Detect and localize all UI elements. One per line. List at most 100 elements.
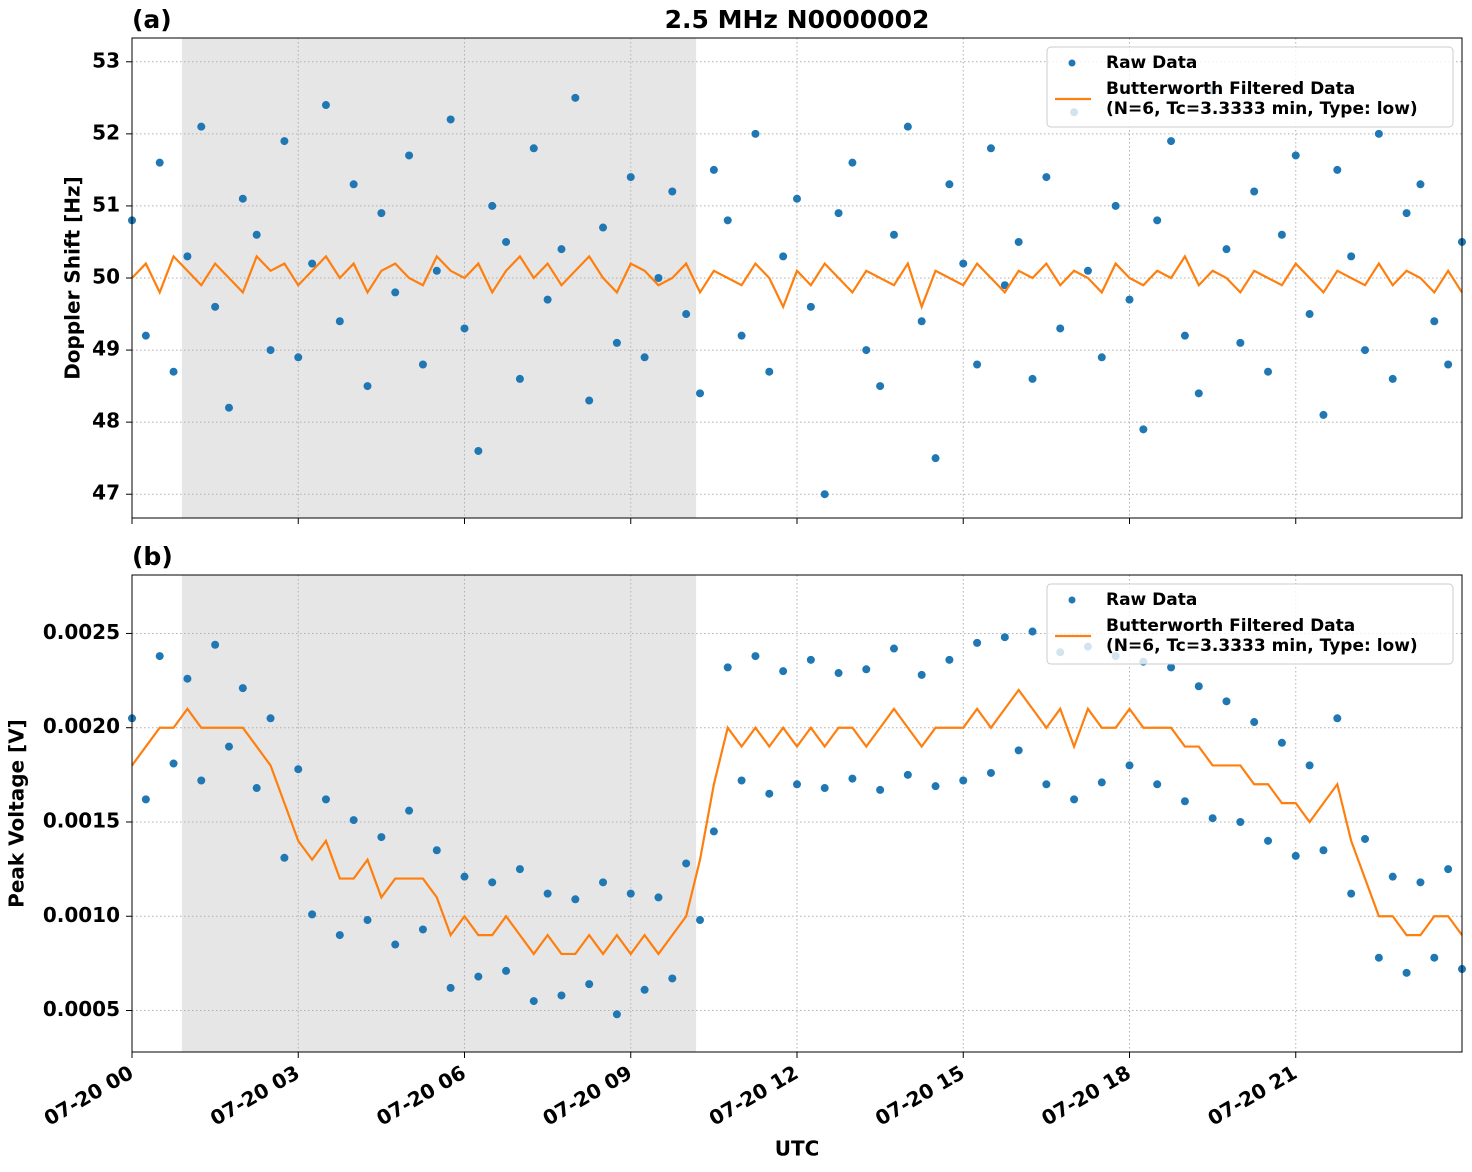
raw-point	[252, 230, 261, 239]
raw-point	[1347, 252, 1356, 261]
raw-point	[1222, 697, 1231, 706]
raw-point	[806, 655, 815, 664]
raw-point	[1208, 814, 1217, 823]
raw-point	[169, 759, 178, 768]
raw-point	[945, 655, 954, 664]
raw-point	[211, 640, 220, 649]
raw-point	[793, 780, 801, 789]
raw-point	[1264, 836, 1273, 845]
raw-point	[252, 784, 261, 793]
raw-point	[1125, 295, 1134, 304]
legend-label: Butterworth Filtered Data (N=6, Tc=3.3333…	[1106, 616, 1418, 656]
y-tick-label: 48	[92, 409, 120, 433]
raw-point	[765, 789, 774, 798]
raw-point	[779, 252, 788, 261]
raw-point	[820, 490, 829, 499]
raw-point	[848, 774, 857, 783]
raw-point	[1347, 889, 1356, 898]
raw-point	[1277, 230, 1286, 239]
raw-point	[668, 187, 677, 196]
raw-point	[876, 382, 885, 391]
raw-point	[169, 367, 178, 376]
raw-point	[543, 295, 552, 304]
y-tick-label: 0.0020	[43, 714, 120, 738]
filtered-line	[131, 254, 1463, 311]
raw-point	[1444, 865, 1453, 874]
raw-point	[197, 776, 206, 785]
raw-point	[280, 853, 289, 862]
raw-point	[751, 652, 760, 661]
raw-point	[377, 209, 386, 218]
raw-point	[1250, 718, 1259, 727]
raw-point	[1097, 353, 1106, 362]
raw-point	[1430, 953, 1439, 962]
raw-point	[1139, 425, 1148, 434]
raw-point	[973, 360, 982, 369]
raw-point	[848, 158, 857, 167]
raw-point	[1153, 216, 1162, 225]
raw-point	[1180, 331, 1189, 340]
raw-point	[155, 158, 164, 167]
raw-point	[308, 910, 317, 919]
raw-point	[1416, 180, 1425, 189]
raw-point	[1236, 817, 1245, 826]
raw-point	[1305, 761, 1314, 770]
y-tick-label: 49	[92, 337, 120, 361]
raw-point	[543, 889, 552, 898]
raw-point	[515, 374, 524, 383]
x-tick-label: 07-20 15	[871, 1060, 969, 1130]
raw-point	[1222, 245, 1231, 254]
raw-point	[391, 940, 400, 949]
raw-point	[1430, 317, 1439, 326]
raw-point	[529, 997, 538, 1006]
raw-point	[155, 652, 164, 661]
raw-point	[640, 985, 649, 994]
raw-point	[308, 259, 317, 268]
raw-point	[1167, 663, 1176, 672]
raw-point	[1028, 627, 1037, 636]
x-tick-label: 07-20 03	[206, 1060, 304, 1130]
raw-point	[321, 101, 330, 110]
raw-point	[460, 324, 469, 333]
raw-point	[1070, 795, 1079, 804]
raw-point	[1097, 778, 1106, 787]
panel-title: (b)	[132, 542, 173, 571]
raw-point	[432, 266, 441, 275]
raw-point	[1014, 746, 1023, 755]
legend-box	[1046, 583, 1454, 665]
raw-point	[751, 129, 760, 138]
raw-point	[418, 925, 427, 934]
raw-point	[1180, 797, 1189, 806]
raw-point	[876, 785, 885, 794]
raw-point	[959, 776, 968, 785]
panel-title: (a)	[132, 5, 172, 34]
x-tick-label: 07-20 00	[40, 1060, 138, 1130]
raw-point	[1388, 374, 1397, 383]
y-tick-label: 0.0005	[43, 997, 120, 1021]
raw-point	[1125, 761, 1134, 770]
raw-point	[1000, 633, 1009, 642]
raw-point	[834, 669, 843, 678]
raw-point	[1111, 201, 1120, 210]
raw-point	[986, 768, 995, 777]
legend-label: Raw Data	[1106, 53, 1197, 73]
y-tick-label: 51	[92, 192, 120, 216]
raw-point	[141, 795, 150, 804]
raw-point	[931, 782, 940, 791]
raw-point	[211, 302, 220, 311]
raw-point	[737, 331, 746, 340]
raw-point	[1194, 682, 1203, 691]
y-tick-label: 47	[92, 481, 120, 505]
legend-label: Butterworth Filtered Data (N=6, Tc=3.3333…	[1106, 79, 1418, 119]
x-tick-label: 07-20 06	[372, 1060, 470, 1130]
raw-point	[1402, 968, 1411, 977]
raw-point	[1056, 324, 1065, 333]
raw-point	[931, 454, 940, 463]
raw-point	[696, 916, 705, 925]
raw-point	[654, 893, 663, 902]
raw-point	[737, 776, 746, 785]
raw-point	[917, 670, 926, 679]
y-tick-label: 50	[92, 265, 120, 289]
raw-point	[1319, 846, 1328, 855]
